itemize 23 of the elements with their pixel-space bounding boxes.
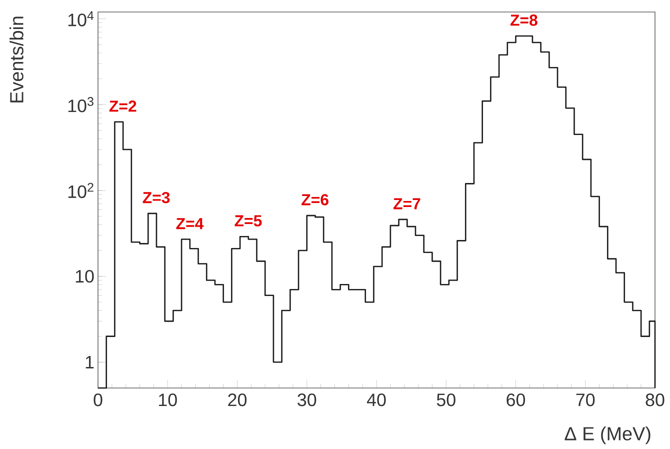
y-axis-title: Events/bin bbox=[10, 16, 24, 102]
x-tick-label: 70 bbox=[576, 394, 595, 406]
x-tick-label: 40 bbox=[366, 394, 386, 406]
y-tick-label: 10$^{3}$ bbox=[68, 97, 94, 112]
annotation: Z=5 bbox=[234, 215, 262, 226]
x-tick-label: 10 bbox=[159, 394, 177, 406]
y-tick-label: 1 bbox=[86, 356, 94, 368]
x-tick-label: 80 bbox=[646, 394, 664, 406]
y-tick-label: 10$^{2}$ bbox=[68, 182, 94, 198]
x-tick-label: 0 bbox=[94, 394, 102, 406]
annotation: Z=8 bbox=[510, 14, 538, 26]
x-tick-label: 20 bbox=[228, 394, 247, 406]
y-tick-label: 10 bbox=[76, 270, 94, 283]
annotation: Z=3 bbox=[142, 192, 170, 204]
annotation: Z=4 bbox=[176, 218, 204, 230]
annotation: Z=2 bbox=[109, 100, 136, 112]
annotation: Z=6 bbox=[302, 194, 328, 206]
x-tick-label: 60 bbox=[506, 394, 526, 406]
annotation: Z=7 bbox=[393, 198, 420, 210]
x-tick-label: 30 bbox=[298, 394, 316, 406]
x-axis-title: Δ E (MeV) bbox=[564, 426, 650, 444]
x-tick-label: 50 bbox=[436, 394, 456, 406]
y-tick-label: 10$^{4}$ bbox=[68, 11, 94, 26]
